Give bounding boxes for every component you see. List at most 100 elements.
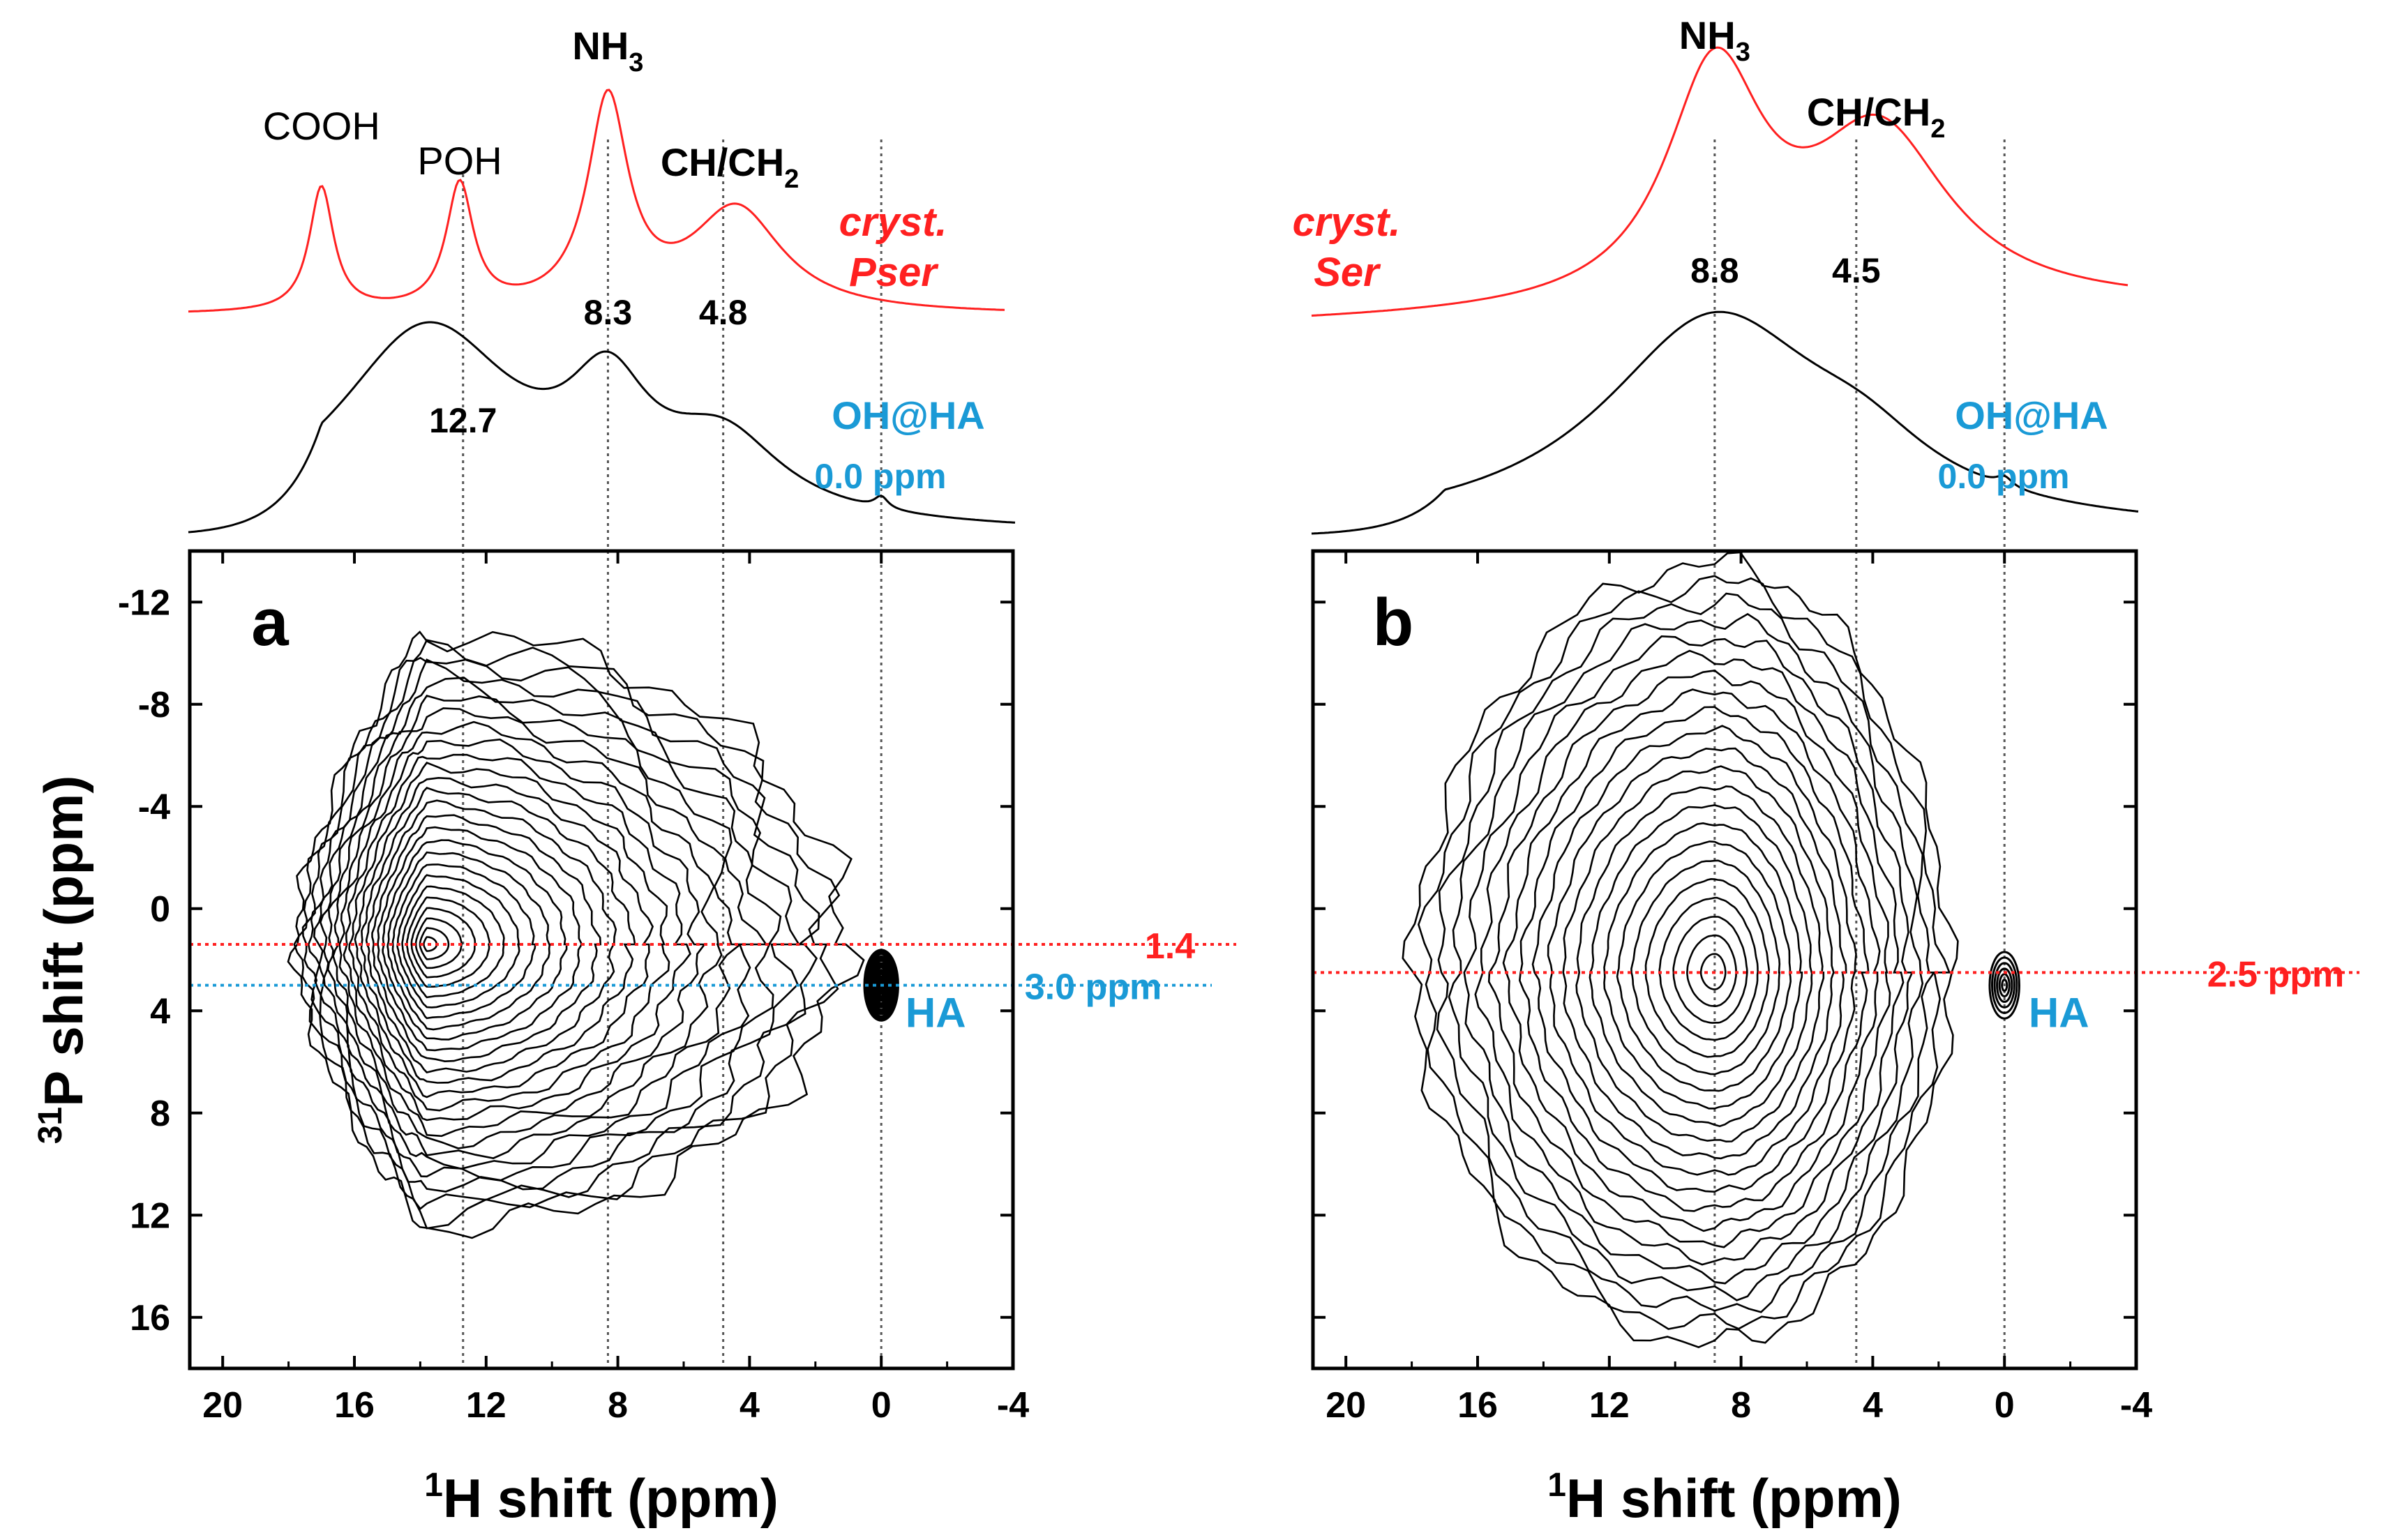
contour-line: [1436, 592, 1936, 1313]
contour-ha: [1996, 967, 2013, 1003]
contour-line: [1448, 612, 1924, 1301]
contour-line: [423, 936, 438, 952]
ha-label: HA: [906, 990, 966, 1036]
contour-ha: [1993, 962, 2015, 1009]
value-label: 8.8: [1690, 251, 1739, 290]
peak-label: POH: [417, 139, 502, 183]
x-tick-label: -4: [2120, 1385, 2152, 1426]
x-axis-label: 1H shift (ppm): [424, 1467, 779, 1529]
contour-main: [287, 631, 865, 1239]
contour-line: [391, 863, 536, 1020]
x-tick-label: 4: [1863, 1385, 1883, 1426]
contour-line: [1644, 877, 1770, 1058]
y-tick-label: -4: [138, 787, 170, 827]
contour-line: [1417, 575, 1951, 1330]
x-tick-label: -4: [997, 1385, 1029, 1426]
contour-line: [1616, 840, 1792, 1092]
contour-line: [1630, 859, 1781, 1075]
value-label: 12.7: [429, 401, 497, 440]
crystalline-label-line1: cryst.: [1293, 199, 1401, 245]
crystalline-spectrum: [1311, 46, 2129, 317]
contour-line: [287, 631, 865, 1239]
contour-line: [410, 907, 476, 979]
x-tick-label: 4: [739, 1385, 760, 1426]
contour-line: [1502, 688, 1881, 1232]
contour-line: [1589, 804, 1813, 1128]
contour-line: [382, 839, 568, 1041]
contour-line: [354, 776, 654, 1099]
x-tick-label: 20: [1326, 1385, 1366, 1426]
plot-frame: [188, 549, 1015, 1371]
panel-label: b: [1373, 585, 1414, 660]
contour-ha: [1998, 973, 2011, 997]
panel-b: cryst. Ser NH3 CH/CH2 8.8 4.5 OH@HA 0.0 ppm HA 2.…: [1293, 13, 2359, 1529]
crystalline-label-line2: Pser: [849, 250, 939, 295]
x-tick-label: 8: [1731, 1385, 1751, 1426]
contour-line: [1562, 765, 1835, 1160]
contour-line: [343, 753, 691, 1122]
x-tick-label: 0: [1995, 1385, 2015, 1426]
contour-line: [1474, 649, 1905, 1266]
contour-line: [1402, 551, 1959, 1348]
projection-1h: [1311, 310, 2139, 535]
value-label: 4.5: [1832, 251, 1881, 290]
contour-line: [1672, 916, 1748, 1024]
contour-line: [338, 738, 707, 1138]
peak-label: CH/CH2: [1807, 90, 1946, 144]
contour-ha: [2001, 979, 2009, 992]
value-label: 4.8: [699, 293, 748, 332]
x-axis-label: 1H shift (ppm): [1547, 1467, 1902, 1529]
peak-label: COOH: [263, 104, 380, 148]
x-tick-label: 20: [202, 1385, 243, 1426]
x-tick-label: 16: [1457, 1385, 1498, 1426]
oh-ha-ppm-label: 0.0 ppm: [1938, 457, 2070, 496]
peak-label: NH3: [572, 24, 643, 77]
oh-ha-label: OH@HA: [832, 393, 985, 437]
contour-line: [401, 885, 505, 999]
x-tick-label: 12: [1589, 1385, 1630, 1426]
hline-label: 1.4: [1145, 926, 1195, 967]
contour-line: [377, 826, 583, 1052]
y-tick-label: -8: [138, 685, 170, 725]
contour-line: [332, 720, 723, 1149]
contour-ha: [1988, 951, 2020, 1020]
contour-line: [371, 814, 602, 1063]
contour-line: [360, 786, 636, 1084]
crystalline-label-line1: cryst.: [839, 199, 947, 245]
x-tick-label: 8: [608, 1385, 628, 1426]
panel-a: cryst. Pser COOH POH NH3 CH/CH2 12.7 8.3 4.8 OH@H…: [32, 24, 1236, 1529]
y-tick-label: -12: [118, 582, 170, 623]
contour-line: [1531, 725, 1857, 1193]
peak-label: CH/CH2: [661, 140, 799, 194]
oh-ha-ppm-label: 0.0 ppm: [815, 457, 947, 496]
contour-line: [1603, 822, 1803, 1110]
contour-line: [386, 851, 551, 1031]
x-tick-label: 16: [334, 1385, 375, 1426]
contour-line: [1487, 670, 1891, 1248]
contour-line: [307, 658, 801, 1193]
oh-ha-label: OH@HA: [1955, 393, 2108, 437]
x-tick-label: 0: [871, 1385, 892, 1426]
contour-ha: [1991, 956, 2018, 1014]
contour-main: [1402, 551, 1959, 1348]
hline-label: 2.5 ppm: [2207, 954, 2345, 995]
contour-line: [1518, 706, 1870, 1212]
projection-1h: [188, 321, 1016, 534]
plot-frame: [1311, 549, 2138, 1371]
contour-line: [365, 799, 617, 1074]
contour-line: [326, 707, 743, 1159]
contour-line: [301, 656, 820, 1210]
ha-label: HA: [2029, 990, 2089, 1036]
contour-line: [1547, 747, 1847, 1176]
crystalline-label-line2: Ser: [1314, 250, 1381, 295]
value-label: 8.3: [584, 293, 633, 332]
contour-line: [1699, 953, 1727, 990]
contour-line: [1686, 934, 1738, 1007]
y-axis-label: 31P shift (ppm): [32, 776, 94, 1145]
y-tick-label: 0: [150, 889, 170, 930]
y-tick-label: 12: [130, 1195, 170, 1236]
y-tick-label: 4: [150, 991, 170, 1032]
y-tick-label: 16: [130, 1298, 170, 1338]
contour-line: [414, 917, 463, 969]
